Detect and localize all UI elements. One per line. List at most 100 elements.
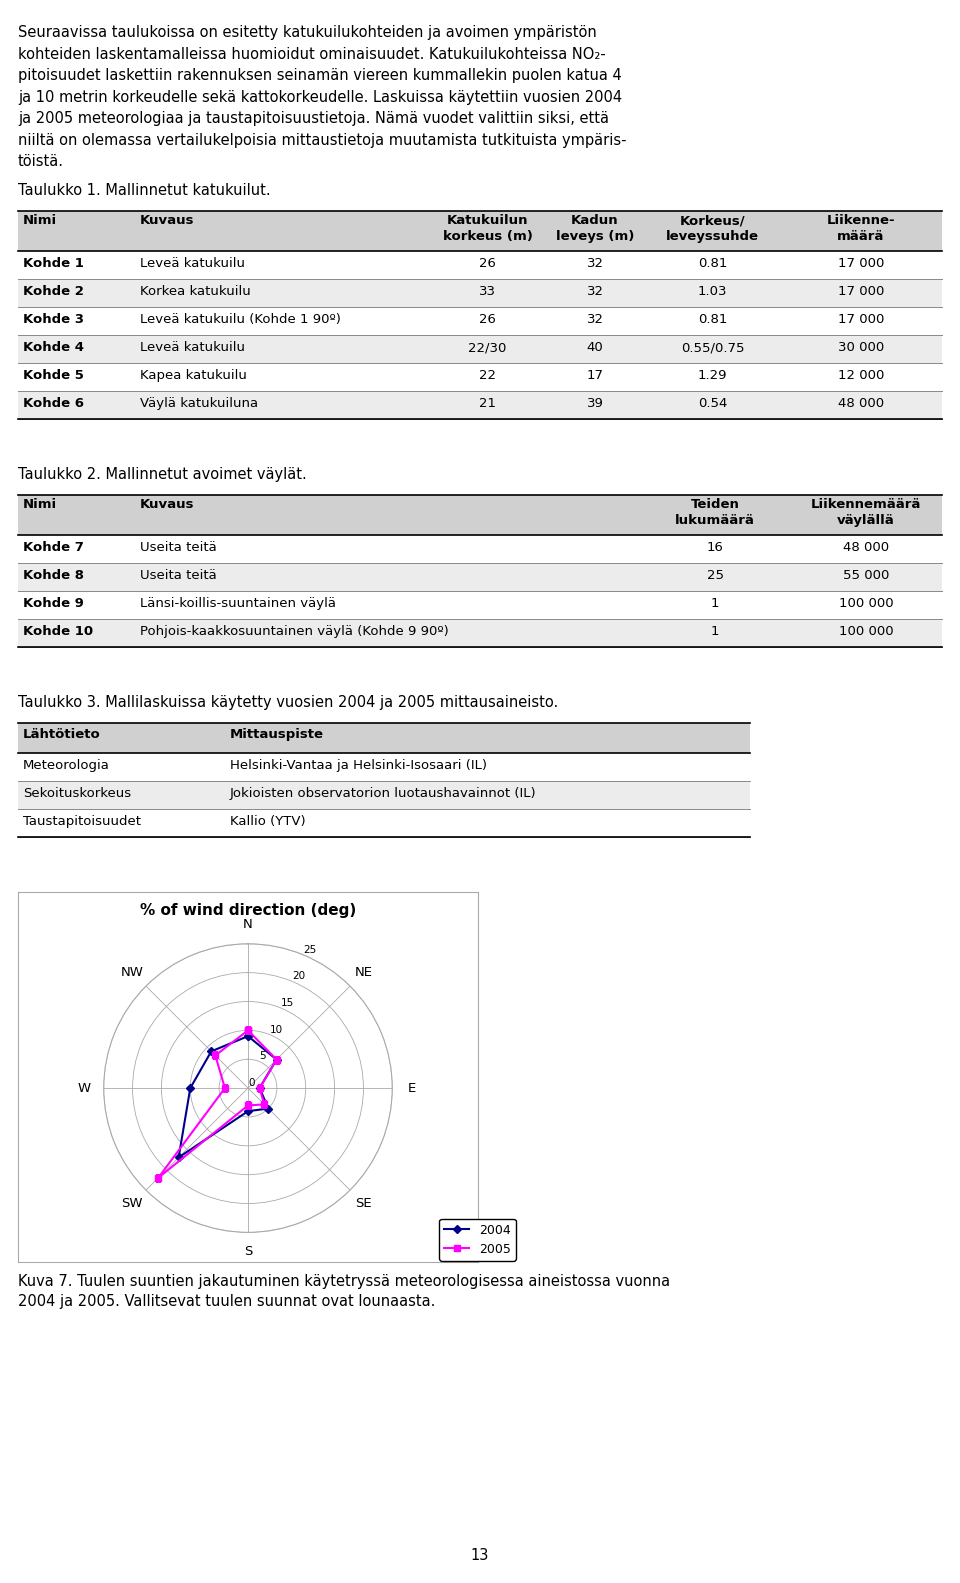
Text: 32: 32 [587,285,604,298]
Text: 17 000: 17 000 [838,313,884,326]
Text: 1: 1 [710,597,719,609]
Text: töistä.: töistä. [18,154,64,169]
2004 [253,1078,265,1097]
Text: Kohde 3: Kohde 3 [23,313,84,326]
Text: Kuva 7. Tuulen suuntien jakautuminen käytetryssä meteorologisessa aineistossa vu: Kuva 7. Tuulen suuntien jakautuminen käy… [18,1274,670,1309]
Text: Kapea katukuilu: Kapea katukuilu [140,369,247,382]
Text: Pohjois-kaakkosuuntainen väylä (Kohde 9 90º): Pohjois-kaakkosuuntainen väylä (Kohde 9 … [140,625,448,638]
Text: Kohde 9: Kohde 9 [23,597,84,609]
Text: ja 2005 meteorologiaa ja taustapitoisuustietoja. Nämä vuodet valittiin siksi, et: ja 2005 meteorologiaa ja taustapitoisuus… [18,111,609,127]
Text: Liikenne-
määrä: Liikenne- määrä [827,214,896,244]
Text: 0.81: 0.81 [698,256,727,271]
2005 [271,1050,282,1069]
Text: Jokioisten observatorion luotaushavainnot (IL): Jokioisten observatorion luotaushavainno… [230,787,537,799]
Text: Seuraavissa taulukoissa on esitetty katukuilukohteiden ja avoimen ympäristön: Seuraavissa taulukoissa on esitetty katu… [18,25,597,40]
Text: Kohde 7: Kohde 7 [23,541,84,554]
Text: 0.81: 0.81 [698,313,727,326]
Bar [18,495,942,535]
Text: 39: 39 [587,397,604,410]
2004 [184,1078,196,1097]
Text: 32: 32 [587,256,604,271]
Bar [18,619,942,647]
Text: Kohde 8: Kohde 8 [23,568,84,583]
Bar [18,336,942,363]
Text: 30 000: 30 000 [838,340,884,355]
Text: ja 10 metrin korkeudelle sekä kattokorkeudelle. Laskuissa käytettiin vuosien 200: ja 10 metrin korkeudelle sekä kattokorke… [18,90,622,104]
Text: pitoisuudet laskettiin rakennuksen seinamän viereen kummallekin puolen katua 4: pitoisuudet laskettiin rakennuksen seina… [18,68,622,82]
2005 [253,1078,265,1097]
2004 [263,1099,275,1118]
Text: Kohde 2: Kohde 2 [23,285,84,298]
Text: niiltä on olemassa vertailukelpoisia mittaustietoja muutamista tutkituista ympär: niiltä on olemassa vertailukelpoisia mit… [18,133,627,147]
Text: Helsinki-Vantaa ja Helsinki-Isosaari (IL): Helsinki-Vantaa ja Helsinki-Isosaari (IL… [230,758,487,773]
Bar [18,391,942,419]
Text: 17 000: 17 000 [838,256,884,271]
Text: Taustapitoisuudet: Taustapitoisuudet [23,815,141,828]
Legend: 2004, 2005: 2004, 2005 [439,1219,516,1260]
Text: Kohde 6: Kohde 6 [23,397,84,410]
Text: Kuvaus: Kuvaus [140,499,195,511]
Text: 40: 40 [587,340,604,355]
Text: 12 000: 12 000 [838,369,884,382]
2004 [173,1148,184,1167]
Text: Väylä katukuiluna: Väylä katukuiluna [140,397,258,410]
Text: 0.55/0.75: 0.55/0.75 [681,340,744,355]
Text: Nimi: Nimi [23,499,58,511]
2004 [205,1042,217,1061]
Text: Leveä katukuilu (Kohde 1 90º): Leveä katukuilu (Kohde 1 90º) [140,313,341,326]
Text: Useita teitä: Useita teitä [140,541,217,554]
Text: 26: 26 [479,256,496,271]
Text: Kadun
leveys (m): Kadun leveys (m) [556,214,635,244]
Text: 100 000: 100 000 [839,597,894,609]
Text: 32: 32 [587,313,604,326]
2005 [242,1021,253,1040]
Text: 26: 26 [479,313,496,326]
Text: Kohde 4: Kohde 4 [23,340,84,355]
2004 [242,1102,253,1121]
Text: Länsi-koillis-suuntainen väylä: Länsi-koillis-suuntainen väylä [140,597,336,609]
Text: kohteiden laskentamalleissa huomioidut ominaisuudet. Katukuilukohteissa NO₂-: kohteiden laskentamalleissa huomioidut o… [18,46,606,62]
Text: Leveä katukuilu: Leveä katukuilu [140,340,245,355]
Text: Kohde 5: Kohde 5 [23,369,84,382]
Text: 1.29: 1.29 [698,369,728,382]
Bar [18,211,942,252]
Bar [18,780,750,809]
Bar [18,279,942,307]
Line: 2004: 2004 [176,1034,279,1160]
2005 [209,1046,221,1065]
Text: 55 000: 55 000 [843,568,889,583]
Line: 2005: 2005 [156,1027,279,1181]
Text: Katukuilun
korkeus (m): Katukuilun korkeus (m) [443,214,533,244]
Text: Kallio (YTV): Kallio (YTV) [230,815,305,828]
2005 [153,1168,164,1187]
Text: Taulukko 2. Mallinnetut avoimet väylät.: Taulukko 2. Mallinnetut avoimet väylät. [18,467,307,481]
Text: Meteorologia: Meteorologia [23,758,109,773]
Text: Teiden
lukumäärä: Teiden lukumäärä [675,499,755,527]
Text: 13: 13 [470,1548,490,1562]
Text: Korkea katukuilu: Korkea katukuilu [140,285,251,298]
Text: 17: 17 [587,369,604,382]
Text: Kohde 1: Kohde 1 [23,256,84,271]
Text: Useita teitä: Useita teitä [140,568,217,583]
Text: Sekoituskorkeus: Sekoituskorkeus [23,787,132,799]
Text: % of wind direction (deg): % of wind direction (deg) [140,902,356,918]
Text: Taulukko 1. Mallinnetut katukuilut.: Taulukko 1. Mallinnetut katukuilut. [18,184,271,198]
2005 [242,1095,253,1114]
2005 [219,1078,230,1097]
Text: Kohde 10: Kohde 10 [23,625,93,638]
Text: Leveä katukuilu: Leveä katukuilu [140,256,245,271]
Text: 0.54: 0.54 [698,397,727,410]
Text: Liikennemäärä
väylällä: Liikennemäärä väylällä [811,499,922,527]
Text: 22: 22 [479,369,496,382]
2005 [242,1021,253,1040]
Text: 21: 21 [479,397,496,410]
Text: 100 000: 100 000 [839,625,894,638]
Bar [18,723,750,754]
Bar [18,564,942,590]
Text: Lähtötieto: Lähtötieto [23,728,101,741]
Text: 25: 25 [707,568,724,583]
Text: Kuvaus: Kuvaus [140,214,195,226]
2004 [242,1027,253,1046]
Text: 22/30: 22/30 [468,340,507,355]
Text: 48 000: 48 000 [843,541,889,554]
